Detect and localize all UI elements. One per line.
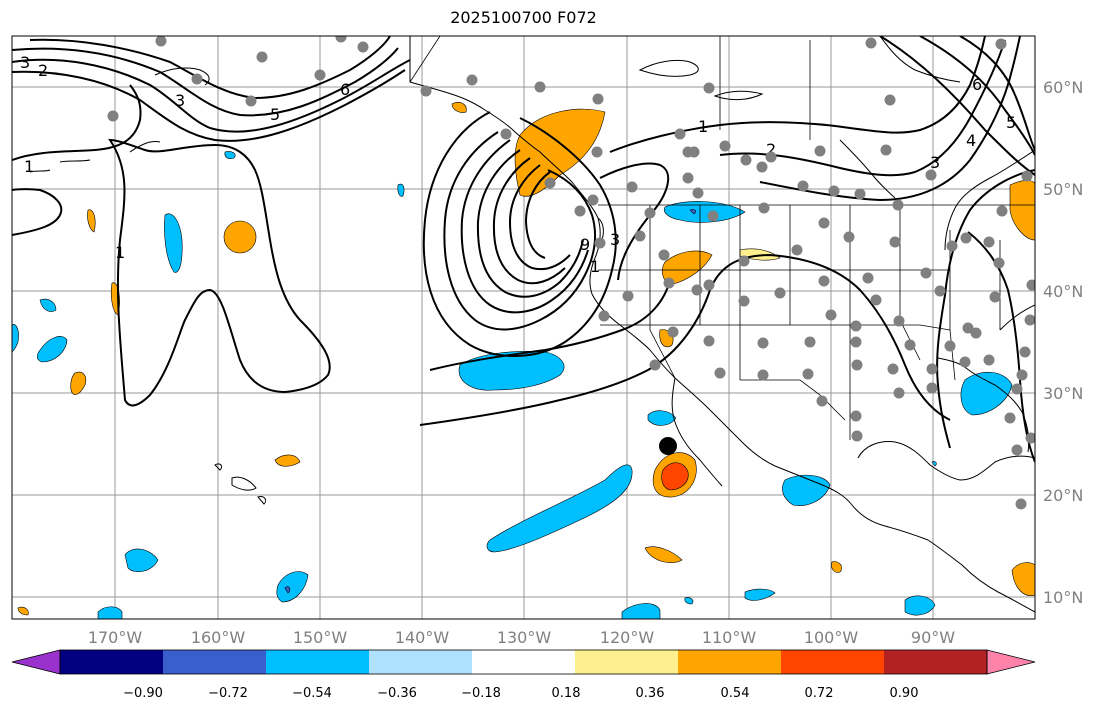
lat-label: 30°N xyxy=(1043,384,1083,403)
height-contours xyxy=(12,36,1035,463)
contour-label: 3 xyxy=(175,91,185,110)
colorbar-max-arrow xyxy=(986,649,1036,675)
colorbar-tick-label: −0.72 xyxy=(208,686,248,701)
longitude-labels: 170°W 160°W 150°W 140°W 130°W 120°W 110°… xyxy=(88,628,955,647)
colorbar-tick-label: 0.18 xyxy=(552,686,581,701)
contour-label: 3 xyxy=(20,53,30,72)
contour-label: 3 xyxy=(930,153,940,172)
contour-label: 2 xyxy=(766,140,776,159)
colorbar-tick-label: 0.72 xyxy=(805,686,834,701)
lon-label: 90°W xyxy=(911,628,955,647)
colorbar-segment xyxy=(678,650,782,674)
contour-label: 1 xyxy=(24,157,34,176)
colorbar-tick-label: −0.36 xyxy=(377,686,417,701)
lat-label: 50°N xyxy=(1043,180,1083,199)
lon-label: 170°W xyxy=(88,628,143,647)
contour-label: 6 xyxy=(340,80,350,99)
contour-label: 6 xyxy=(972,75,982,94)
colorbar-segment xyxy=(266,650,370,674)
contour-label: 1 xyxy=(698,117,708,136)
contour-label: 3 xyxy=(610,230,620,249)
lon-label: 140°W xyxy=(395,628,450,647)
contour-label: 1 xyxy=(115,243,125,262)
colorbar-tick-label: 0.90 xyxy=(890,686,919,701)
colorbar-segment xyxy=(884,650,988,674)
lon-label: 110°W xyxy=(702,628,757,647)
colorbar-tick-label: −0.90 xyxy=(123,686,163,701)
lat-label: 40°N xyxy=(1043,282,1083,301)
colorbar-segments xyxy=(60,650,988,674)
coastlines xyxy=(29,36,1035,613)
lon-label: 100°W xyxy=(804,628,859,647)
map-title: 2025100700 F072 xyxy=(450,8,597,27)
contour-label: 2 xyxy=(38,61,48,80)
colorbar-frame xyxy=(59,649,988,675)
location-marker xyxy=(659,437,677,455)
colorbar-ticks: −0.90 −0.72 −0.54 −0.36 −0.18 0.18 0.36 … xyxy=(123,686,918,701)
contour-labels: 3 2 1 3 5 6 1 2 3 4 5 6 1 1 9 3 xyxy=(20,53,1016,276)
station-dots xyxy=(107,36,1035,510)
colorbar-segment xyxy=(163,650,267,674)
lon-label: 150°W xyxy=(293,628,348,647)
colorbar-segment xyxy=(781,650,885,674)
colorbar-segment xyxy=(60,650,164,674)
colorbar-tick-label: 0.54 xyxy=(721,686,750,701)
contour-label: 4 xyxy=(966,131,976,150)
lat-label: 10°N xyxy=(1043,588,1083,607)
shaded-anomalies xyxy=(12,102,1035,619)
contour-label: 5 xyxy=(270,105,280,124)
lon-label: 120°W xyxy=(600,628,655,647)
lon-label: 160°W xyxy=(191,628,246,647)
colorbar-segment xyxy=(575,650,679,674)
colorbar-tick-label: 0.36 xyxy=(636,686,665,701)
political-borders xyxy=(409,36,1035,440)
latitude-labels: 60°N 50°N 40°N 30°N 20°N 10°N xyxy=(1043,78,1083,607)
contour-label: 9 xyxy=(580,235,590,254)
lat-label: 20°N xyxy=(1043,486,1083,505)
lon-label: 130°W xyxy=(497,628,552,647)
colorbar-segment xyxy=(369,650,473,674)
contour-label: 1 xyxy=(590,257,600,276)
lat-label: 60°N xyxy=(1043,78,1083,97)
colorbar: −0.90 −0.72 −0.54 −0.36 −0.18 0.18 0.36 … xyxy=(11,649,1036,701)
colorbar-tick-label: −0.54 xyxy=(292,686,332,701)
contour-label: 5 xyxy=(1006,113,1016,132)
map-frame xyxy=(11,35,1036,620)
colorbar-segment xyxy=(472,650,576,674)
colorbar-tick-label: −0.18 xyxy=(461,686,501,701)
colorbar-min-arrow xyxy=(11,649,61,675)
